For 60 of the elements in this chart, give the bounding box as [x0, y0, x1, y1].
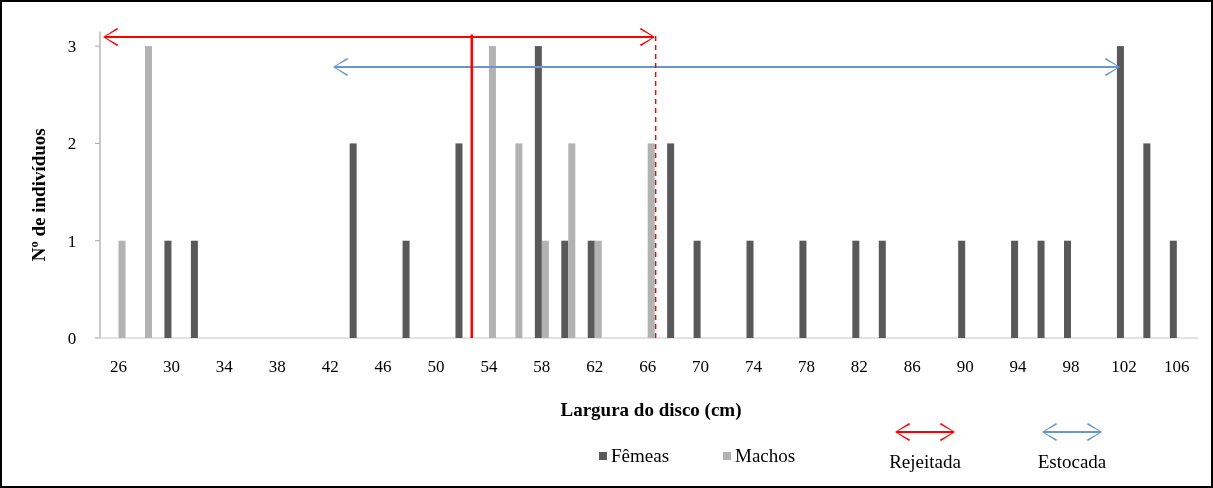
x-tick-label: 30: [162, 357, 180, 376]
bar: [799, 240, 807, 338]
x-tick-label: 86: [903, 357, 921, 376]
x-tick-label: 54: [480, 357, 498, 376]
x-tick-label: 70: [692, 357, 710, 376]
x-tick-label: 78: [797, 357, 815, 376]
bar: [568, 143, 576, 338]
bar: [402, 240, 410, 338]
y-tick-label: 0: [67, 328, 77, 348]
x-tick-label: 102: [1111, 357, 1137, 376]
bar: [878, 240, 886, 338]
bar: [594, 240, 602, 338]
bar: [488, 46, 496, 338]
bar: [1116, 46, 1124, 338]
bar: [647, 143, 655, 338]
bar: [587, 240, 595, 338]
bar: [515, 143, 523, 338]
bar: [1169, 240, 1177, 338]
bar: [1011, 240, 1019, 338]
bar: [164, 240, 172, 338]
bar: [1143, 143, 1151, 338]
x-tick-label: 34: [215, 357, 234, 376]
text: Rejeitada: [889, 451, 962, 472]
x-tick-label: 66: [639, 357, 657, 376]
x-tick-label: 82: [850, 357, 868, 376]
bar: [118, 240, 126, 338]
bar: [746, 240, 754, 338]
y-axis-title: Nº de indivíduos: [28, 128, 49, 262]
bar: [541, 240, 549, 338]
text: Estocada: [1037, 451, 1107, 472]
bar: [1037, 240, 1045, 338]
bar: [693, 240, 701, 338]
bar: [958, 240, 966, 338]
x-tick-label: 90: [956, 357, 974, 376]
bar: [1064, 240, 1071, 338]
x-tick-label: 94: [1009, 357, 1028, 376]
x-tick-label: 42: [321, 357, 339, 376]
bar: [852, 240, 860, 338]
bar: [534, 46, 542, 338]
x-tick-label: 98: [1062, 357, 1080, 376]
bar: [561, 240, 569, 338]
x-tick-label: 38: [268, 357, 286, 376]
x-tick-label: 46: [374, 357, 392, 376]
x-tick-label: 62: [586, 357, 604, 376]
bar: [190, 240, 198, 338]
x-axis-title: Largura do disco (cm): [560, 399, 742, 421]
bar: [349, 143, 357, 338]
legend-label: Fêmeas: [611, 445, 670, 466]
x-tick-label: 26: [110, 357, 128, 376]
y-tick-label: 2: [67, 134, 77, 154]
x-tick-label: 74: [745, 357, 763, 376]
x-tick-label: 106: [1164, 357, 1190, 376]
x-tick-label: 50: [427, 357, 445, 376]
y-tick-label: 3: [67, 37, 77, 57]
bar: [667, 143, 675, 338]
bar: [455, 143, 463, 338]
y-tick-label: 1: [67, 231, 77, 251]
x-tick-label: 58: [533, 357, 551, 376]
bar: [144, 46, 152, 338]
legend-label: Machos: [735, 445, 796, 466]
